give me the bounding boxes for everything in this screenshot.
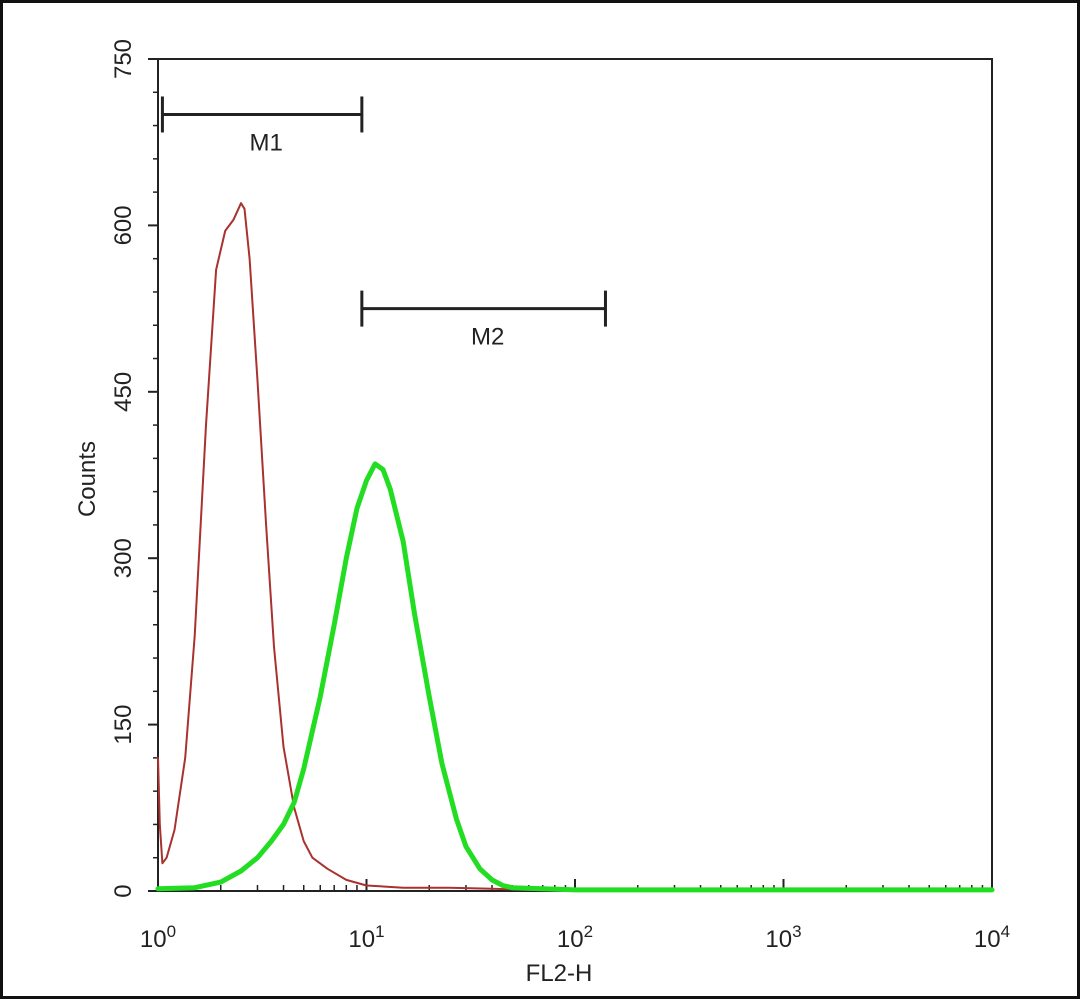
histogram-series-2 (155, 461, 995, 893)
marker-label: M2 (471, 324, 504, 351)
y-tick-label: 750 (110, 39, 137, 79)
y-tick-label: 150 (110, 705, 137, 745)
histogram-series-1 (157, 202, 993, 892)
marker-label: M1 (249, 129, 282, 156)
x-axis-title: FL2-H (526, 960, 593, 987)
series-layer (155, 202, 995, 893)
y-tick-label: 0 (110, 884, 137, 897)
x-tick-label: 103 (765, 922, 801, 953)
x-tick-label: 101 (348, 922, 384, 953)
y-axis-title: Counts (74, 441, 101, 517)
y-tick-labels: 0 150 300 450 600 750 (110, 39, 137, 898)
y-tick-label: 300 (110, 538, 137, 578)
y-tick-label: 450 (110, 372, 137, 412)
y-tick-label: 600 (110, 205, 137, 245)
x-tick-label: 104 (974, 922, 1010, 953)
x-tick-labels: 100 101 102 103 104 (140, 922, 1010, 953)
histogram-chart: 0 150 300 450 600 750 100 101 102 103 104 M1 M2 FL… (74, 39, 1010, 987)
x-tick-label: 102 (557, 922, 593, 953)
marker-m2: M2 (360, 290, 607, 351)
marker-layer: M1 M2 (160, 96, 607, 351)
plot-area (157, 58, 993, 892)
marker-m1: M1 (160, 96, 364, 156)
x-tick-label: 100 (140, 922, 176, 953)
